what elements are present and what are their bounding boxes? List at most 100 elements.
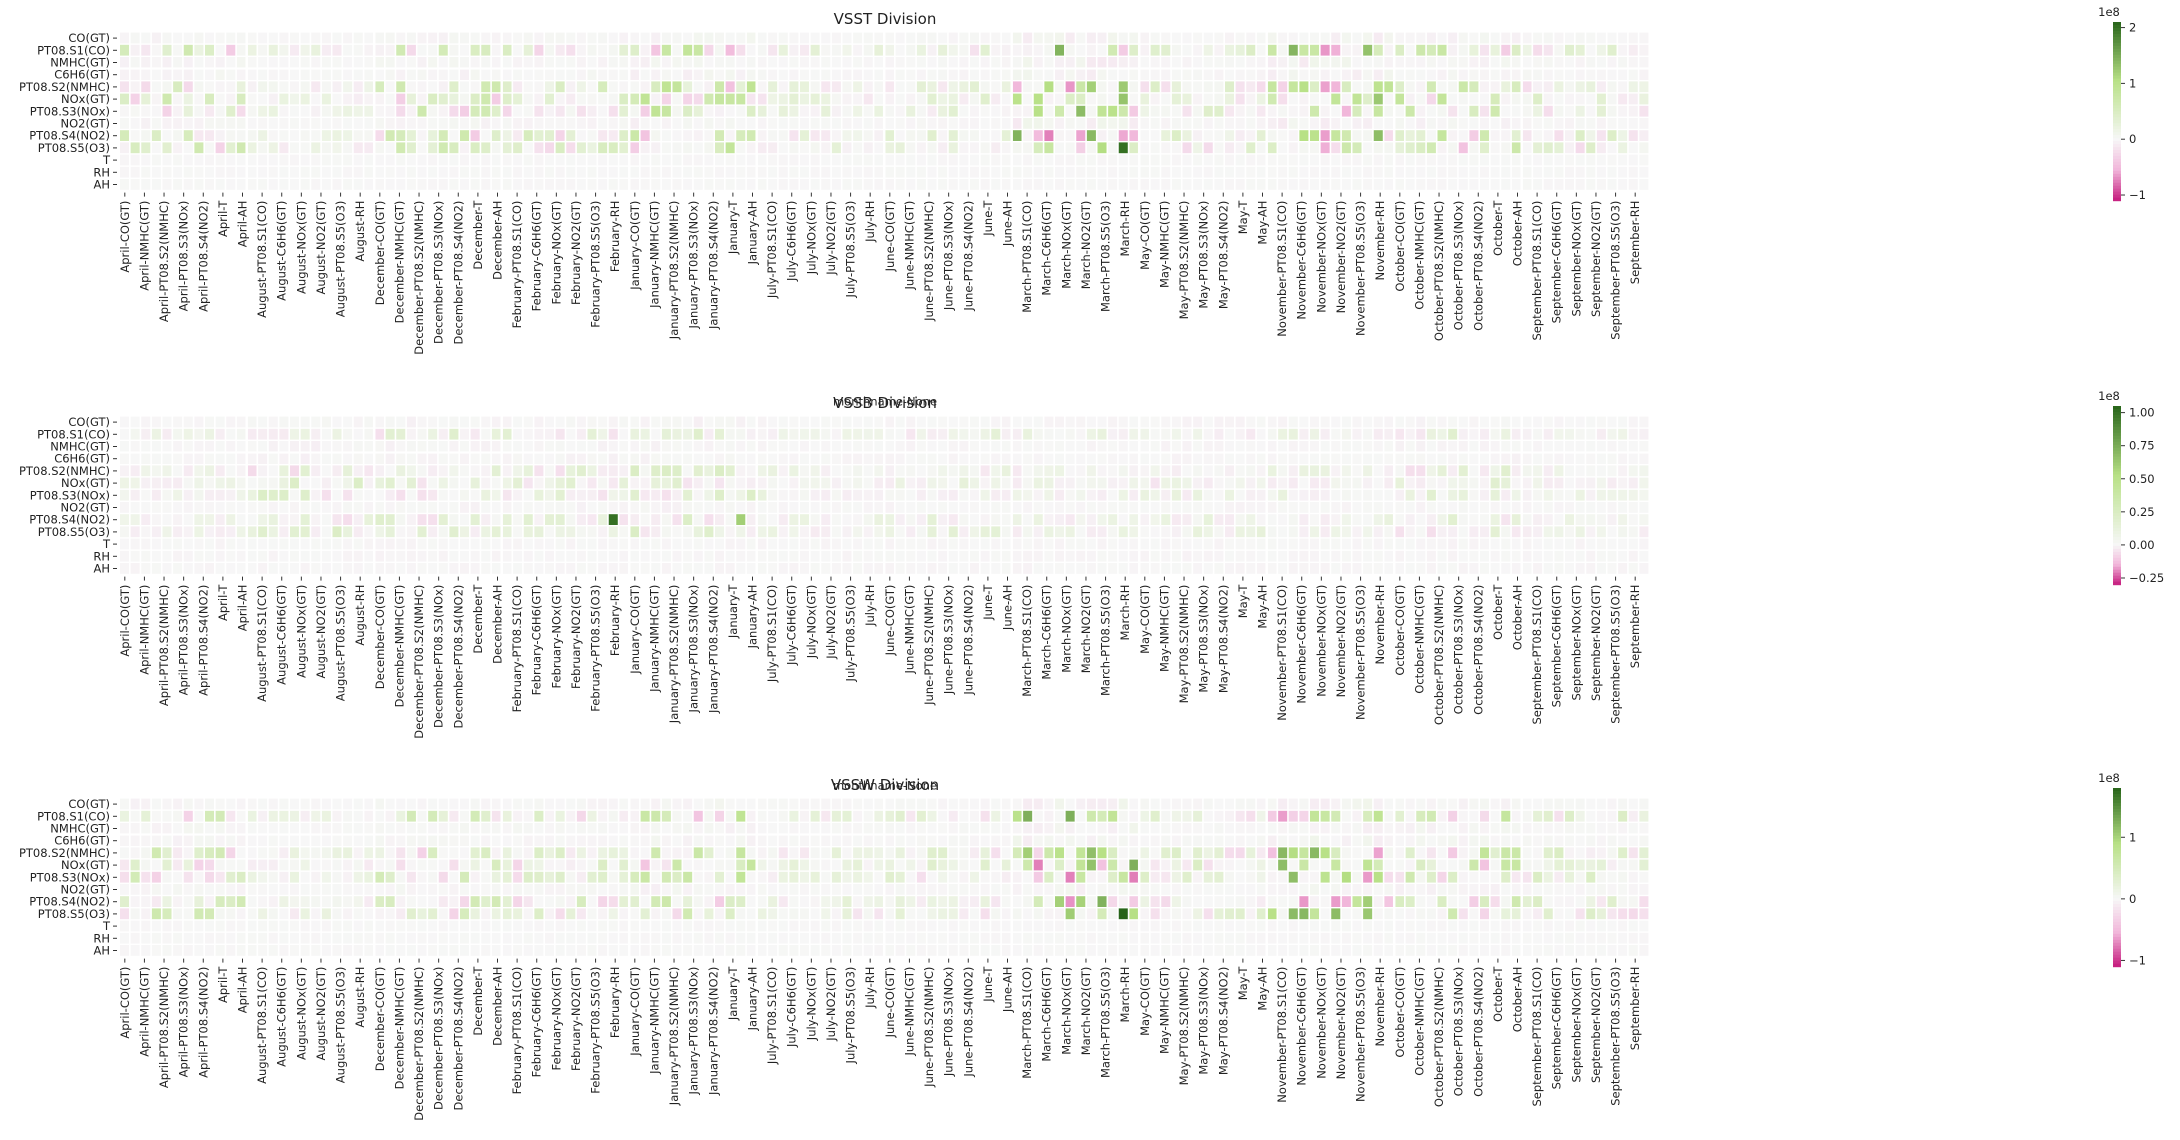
heatmap-cell	[916, 166, 926, 178]
heatmap-cell	[1331, 44, 1341, 56]
heatmap-cell	[1044, 563, 1054, 574]
heatmap-cell	[991, 130, 1001, 141]
heatmap-cell	[1065, 453, 1075, 464]
heatmap-cell	[895, 57, 905, 68]
heatmap-cell	[587, 798, 597, 810]
colorbar-segment	[2113, 414, 2121, 419]
heatmap-cell	[768, 44, 778, 56]
x-tick-label: March-PT08.S1(CO)	[1020, 585, 1034, 697]
heatmap-cell	[1033, 154, 1043, 166]
heatmap-cell	[630, 810, 640, 822]
month-separator	[1392, 30, 1396, 193]
heatmap-cell	[343, 550, 353, 562]
heatmap-cell	[173, 526, 183, 538]
heatmap-cell	[927, 179, 937, 190]
heatmap-cell	[1363, 502, 1373, 513]
heatmap-cell	[162, 441, 172, 452]
heatmap-cell	[375, 44, 385, 56]
heatmap-cell	[1341, 502, 1351, 513]
heatmap-cell	[927, 118, 937, 129]
heatmap-cell	[566, 441, 576, 452]
heatmap-cell	[938, 465, 948, 477]
heatmap-cell	[162, 93, 172, 105]
heatmap-cell	[226, 428, 236, 440]
heatmap-cell	[130, 945, 140, 956]
heatmap-cell	[970, 465, 980, 477]
heatmap-cell	[151, 57, 161, 68]
heatmap-cell	[1278, 166, 1288, 178]
heatmap-cell	[1161, 563, 1171, 574]
heatmap-cell	[1565, 477, 1575, 489]
colorbar-scale-label: 1e8	[2098, 5, 2120, 19]
heatmap-cell	[120, 502, 130, 513]
heatmap-cell	[1416, 538, 1426, 550]
heatmap-cell	[1246, 105, 1256, 117]
heatmap-cell	[980, 526, 990, 538]
heatmap-cell	[608, 932, 618, 944]
heatmap-cell	[279, 945, 289, 956]
heatmap-cell	[300, 81, 310, 93]
heatmap-cell	[1288, 514, 1298, 525]
heatmap-cell	[279, 489, 289, 501]
x-tick-label: November-NO2(GT)	[1334, 201, 1348, 314]
heatmap-cell	[672, 441, 682, 452]
heatmap-cell	[704, 69, 714, 80]
heatmap-cell	[661, 835, 671, 846]
heatmap-cell	[1501, 550, 1511, 562]
heatmap-cell	[1150, 179, 1160, 190]
heatmap-cell	[1182, 93, 1192, 105]
heatmap-cell	[321, 502, 331, 513]
heatmap-cell	[1278, 538, 1288, 550]
heatmap-cell	[1416, 416, 1426, 428]
colorbar-segment	[2113, 489, 2121, 493]
heatmap-cell	[545, 859, 555, 871]
heatmap-cell	[683, 44, 693, 56]
x-tick-label: August-PT08.S5(O3)	[334, 201, 348, 318]
heatmap-cell	[215, 166, 225, 178]
heatmap-cell	[1607, 81, 1617, 93]
heatmap-cell	[1086, 142, 1096, 154]
heatmap-cell	[173, 798, 183, 810]
heatmap-cell	[970, 550, 980, 562]
heatmap-cell	[1108, 179, 1118, 190]
heatmap-cell	[236, 502, 246, 513]
heatmap-cell	[715, 514, 725, 525]
heatmap-cell	[1225, 489, 1235, 501]
heatmap-cell	[576, 179, 586, 190]
heatmap-cell	[258, 465, 268, 477]
heatmap-cell	[215, 81, 225, 93]
heatmap-cell	[1373, 32, 1383, 44]
heatmap-cell	[385, 69, 395, 80]
heatmap-cell	[715, 179, 725, 190]
heatmap-cell	[746, 166, 756, 178]
heatmap-cell	[821, 538, 831, 550]
heatmap-cell	[736, 428, 746, 440]
heatmap-cell	[1522, 142, 1532, 154]
x-tick-label: August-NOx(GT)	[294, 585, 308, 678]
heatmap-cell	[1586, 465, 1596, 477]
heatmap-cell	[1639, 32, 1649, 44]
heatmap-cell	[1522, 563, 1532, 574]
heatmap-cell	[598, 32, 608, 44]
heatmap-cell	[661, 32, 671, 44]
heatmap-cell	[290, 428, 300, 440]
row-tick-label: AH	[93, 562, 110, 576]
heatmap-cell	[853, 69, 863, 80]
colorbar-segment	[2113, 135, 2121, 139]
heatmap-cell	[1129, 69, 1139, 80]
heatmap-cell	[1426, 428, 1436, 440]
heatmap-cell	[1607, 154, 1617, 166]
row-tick-label: NOx(GT)	[61, 92, 110, 106]
heatmap-cell	[502, 166, 512, 178]
heatmap-cell	[1437, 154, 1447, 166]
heatmap-cell	[746, 465, 756, 477]
heatmap-cell	[948, 441, 958, 452]
heatmap-cell	[279, 69, 289, 80]
heatmap-cell	[311, 908, 321, 920]
row-tick-label: NOx(GT)	[61, 476, 110, 490]
heatmap-cell	[1012, 538, 1022, 550]
heatmap-cell	[885, 441, 895, 452]
heatmap-cell	[321, 896, 331, 907]
heatmap-cell	[279, 847, 289, 859]
heatmap-cell	[916, 32, 926, 44]
